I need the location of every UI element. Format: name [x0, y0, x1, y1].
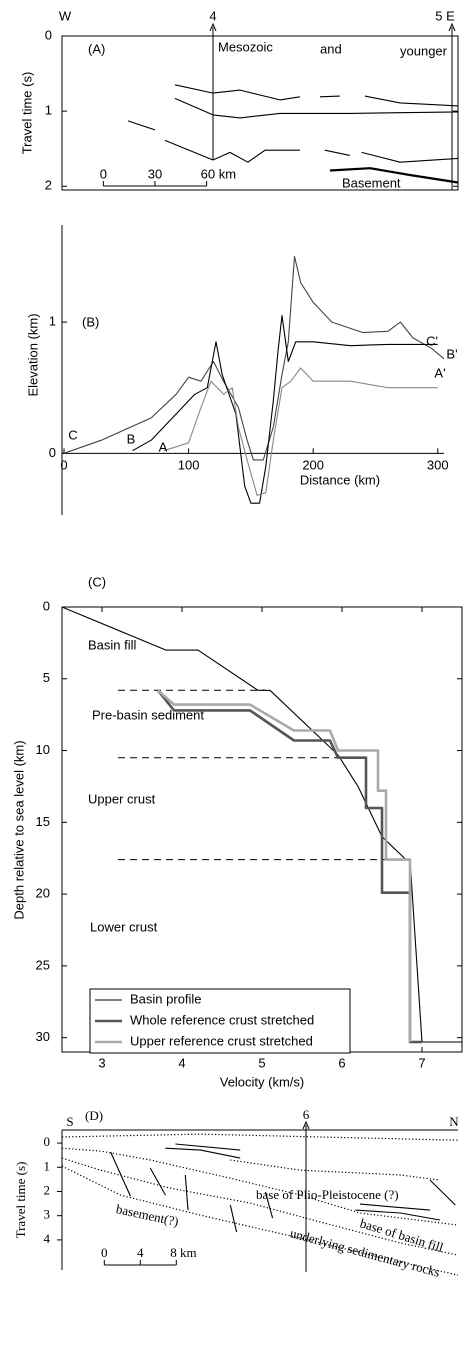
layer-label: Upper crust	[88, 791, 156, 806]
x-tick-label: 5	[258, 1055, 265, 1070]
x-tick-label: 4	[178, 1055, 185, 1070]
y-axis-label: Travel time (s)	[13, 1162, 28, 1239]
series-line	[63, 255, 445, 461]
plot-frame	[61, 35, 459, 191]
legend-label: Upper reference crust stretched	[130, 1033, 313, 1048]
x-tick-label: 7	[418, 1055, 425, 1070]
y-tick-label: 2	[44, 1182, 51, 1197]
y-tick-label: 0	[43, 598, 50, 613]
x-tick-label: 0	[60, 457, 67, 472]
series-line	[264, 1191, 274, 1219]
series-line	[175, 1143, 241, 1151]
annotation: basement(?)	[115, 1201, 180, 1229]
annotation: C'	[426, 333, 438, 348]
annotation: C	[68, 427, 77, 442]
series-line	[163, 367, 438, 496]
annotation: Basement	[342, 175, 401, 190]
scale-label: 0	[101, 1245, 108, 1260]
panel-label: (B)	[82, 314, 99, 329]
series-line	[110, 1151, 131, 1197]
series-line	[132, 314, 438, 504]
series-line	[157, 689, 412, 1042]
y-tick-label: 5	[43, 670, 50, 685]
plot-frame	[61, 606, 463, 1053]
y-tick-label: 2	[45, 178, 52, 193]
scale-label: 30	[148, 166, 162, 181]
y-tick-label: 10	[36, 742, 50, 757]
legend-label: Whole reference crust stretched	[130, 1012, 314, 1027]
x-tick-label: 6	[338, 1055, 345, 1070]
panel-label: (A)	[88, 41, 105, 56]
series-line	[165, 1147, 241, 1159]
series-line	[61, 1165, 459, 1276]
series-line	[429, 1179, 456, 1206]
y-tick-label: 15	[36, 814, 50, 829]
annotation: younger	[400, 43, 448, 58]
y-axis-label: Travel time (s)	[19, 72, 34, 155]
annotation: B'	[446, 346, 457, 361]
series-line	[127, 120, 459, 163]
y-tick-label: 4	[44, 1231, 51, 1246]
y-tick-label: 0	[45, 27, 52, 42]
annotation: A'	[434, 365, 445, 380]
annotation: and	[320, 41, 342, 56]
scale-label: 8 km	[170, 1245, 196, 1260]
panel: (A) Travel time (s) 0 1 2 W 4 5 E Mesozoic and you…	[19, 8, 459, 193]
annotation: 6	[303, 1107, 310, 1122]
y-tick-label: 30	[36, 1029, 50, 1044]
x-axis-label: Distance (km)	[300, 472, 380, 487]
y-axis-label: Elevation (km)	[25, 313, 40, 396]
annotation: A	[159, 439, 168, 454]
well-marker	[302, 1120, 310, 1130]
series-line	[61, 606, 462, 1043]
y-tick-label: 0	[44, 1134, 51, 1149]
y-tick-label: 1	[45, 103, 52, 118]
series-line	[174, 97, 459, 119]
series-line	[359, 1203, 431, 1211]
x-axis-label: Velocity (km/s)	[220, 1074, 305, 1089]
x-tick-label: 3	[98, 1055, 105, 1070]
x-tick-label: 200	[302, 457, 324, 472]
y-axis-label: Depth relative to sea level (km)	[11, 740, 26, 919]
annotation: base of Plio-Pleistocene (?)	[256, 1187, 399, 1202]
series-line	[61, 1133, 459, 1141]
annotation: N	[449, 1114, 459, 1129]
scale-label: 0	[100, 166, 107, 181]
series-line	[174, 84, 459, 107]
layer-label: Lower crust	[90, 919, 158, 934]
well-marker	[209, 22, 217, 32]
series-line	[184, 1174, 189, 1211]
legend-box	[89, 988, 351, 1054]
x-tick-label: 100	[178, 457, 200, 472]
series-line	[149, 1167, 166, 1196]
panel-label: (C)	[88, 574, 106, 589]
scale-label: 60 km	[201, 166, 236, 181]
y-tick-label: 1	[49, 314, 56, 329]
panel-label: (D)	[85, 1108, 103, 1123]
x-tick-label: 300	[427, 457, 449, 472]
annotation: B	[127, 431, 136, 446]
y-tick-label: 20	[36, 886, 50, 901]
y-tick-label: 25	[36, 957, 50, 972]
annotation: W	[59, 8, 72, 23]
legend-label: Basin profile	[130, 991, 202, 1006]
series-line	[355, 1209, 441, 1221]
panel: (B) Elevation (km) Distance (km) 0 1 0 100 200 3…	[25, 225, 458, 515]
well-marker	[448, 22, 456, 32]
annotation: 4	[209, 8, 216, 23]
y-tick-label: 3	[44, 1207, 51, 1222]
annotation: S	[66, 1114, 73, 1129]
series-line	[230, 1159, 441, 1181]
panel: (C) Depth relative to sea level (km) Veloc…	[11, 574, 463, 1089]
y-tick-label: 1	[44, 1158, 51, 1173]
y-tick-label: 0	[49, 445, 56, 460]
series-line	[229, 1204, 238, 1233]
annotation: 5 E	[435, 8, 455, 23]
scale-label: 4	[137, 1245, 144, 1260]
annotation: Mesozoic	[218, 39, 273, 54]
layer-label: Basin fill	[88, 637, 137, 652]
series-line	[329, 167, 459, 184]
